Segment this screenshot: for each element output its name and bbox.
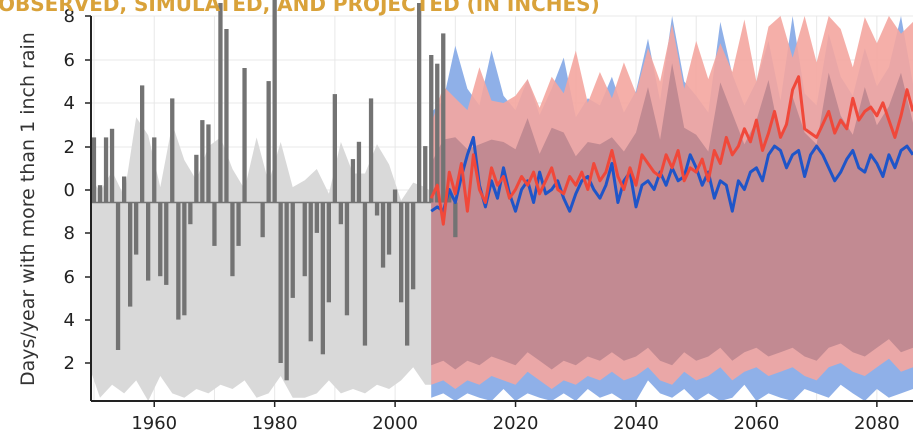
observed-bar <box>134 202 139 255</box>
observed-bar <box>332 94 337 203</box>
observed-bar <box>170 98 175 203</box>
observed-bar <box>218 3 223 203</box>
observed-bar <box>200 120 205 203</box>
y-tick-label: 6 <box>64 50 75 71</box>
median-lines <box>429 75 913 226</box>
y-tick-label: 4 <box>64 93 75 114</box>
x-tick-label: 2060 <box>734 413 780 434</box>
observed-bar <box>453 202 458 238</box>
observed-bar <box>188 202 193 225</box>
observed-bar <box>109 128 115 203</box>
observed-bar <box>194 154 199 203</box>
observed-bar <box>146 202 151 281</box>
tick-labels: 2 4 6 8 0 2 4 6 8 1960 1980 2000 2020 2040 2060 2080 <box>64 6 900 434</box>
observed-bar <box>91 137 97 203</box>
observed-bar <box>182 202 187 316</box>
x-tick-label: 2000 <box>372 413 418 434</box>
observed-bar <box>368 98 374 203</box>
y-tick-label: 8 <box>64 6 75 27</box>
observed-bar <box>417 3 422 203</box>
observed-bar <box>441 33 446 203</box>
observed-bar <box>314 202 319 233</box>
observed-bar <box>97 185 103 203</box>
historical-range-band <box>91 117 432 401</box>
observed-bar <box>326 202 331 303</box>
axes <box>85 15 913 407</box>
overlap-range-band <box>431 63 913 370</box>
observed-bar <box>423 146 428 203</box>
observed-bar <box>308 202 313 342</box>
observed-bar <box>399 202 404 303</box>
observed-bar <box>176 202 181 320</box>
observed-bar <box>374 202 380 216</box>
observed-bar <box>405 202 410 346</box>
observed-bar <box>320 202 325 355</box>
x-tick-label: 2080 <box>854 413 900 434</box>
observed-bar <box>290 202 295 298</box>
observed-bar <box>212 202 217 246</box>
observed-bar <box>386 202 392 255</box>
observed-bar <box>338 202 343 225</box>
higher-emissions-median-line <box>429 75 913 226</box>
observed-bar <box>362 202 368 346</box>
observed-bar <box>103 137 109 203</box>
observed-bar <box>140 85 145 203</box>
observed-bar <box>284 202 289 381</box>
y-tick-label: 6 <box>64 267 75 288</box>
y-tick-label: 2 <box>64 353 75 374</box>
observed-bar <box>230 202 235 277</box>
observed-bar <box>236 202 241 246</box>
y-tick-label: 8 <box>64 223 75 244</box>
observed-bar <box>392 189 398 203</box>
observed-bar <box>224 29 229 203</box>
observed-bar <box>272 0 277 203</box>
observed-bar <box>266 81 271 203</box>
observed-bar <box>152 137 157 203</box>
observed-bar <box>447 189 452 203</box>
x-tick-label: 2020 <box>493 413 539 434</box>
chart-title: OBSERVED, SIMULATED, AND PROJECTED (IN I… <box>0 0 600 16</box>
observed-bar <box>122 176 127 203</box>
y-tick-label: 2 <box>64 137 75 158</box>
observed-bar <box>411 202 416 290</box>
observed-bar <box>380 202 386 268</box>
observed-bar <box>435 63 440 203</box>
observed-bar <box>115 202 121 350</box>
observed-bar <box>158 202 163 277</box>
observed-bar <box>350 159 356 203</box>
observed-bar <box>164 202 169 285</box>
observed-bar <box>242 68 247 203</box>
observed-bar <box>128 202 133 307</box>
x-tick-label: 1980 <box>252 413 298 434</box>
y-tick-label: 4 <box>64 310 75 331</box>
observed-bar <box>302 202 307 277</box>
observed-bar <box>344 202 350 316</box>
x-tick-label: 2040 <box>613 413 659 434</box>
observed-bar <box>429 55 434 203</box>
range-bands <box>91 16 913 401</box>
observed-bar <box>356 141 362 203</box>
y-axis-label: Days/year with more than 1 inch rain <box>17 32 39 386</box>
observed-bar <box>260 202 265 238</box>
observed-bar <box>278 202 283 363</box>
observed-bar <box>206 124 211 203</box>
y-tick-label: 0 <box>64 180 75 201</box>
x-tick-label: 1960 <box>131 413 177 434</box>
observed-bars <box>91 0 458 381</box>
